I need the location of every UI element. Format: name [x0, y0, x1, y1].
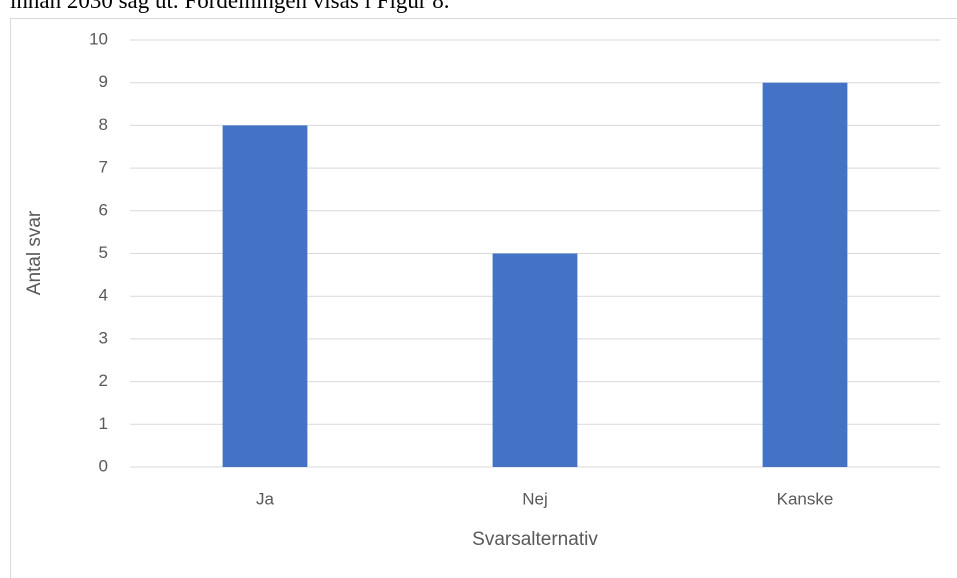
y-tick-label: 2	[99, 371, 108, 390]
y-tick-label: 1	[99, 414, 108, 433]
y-tick-label: 10	[89, 29, 108, 48]
bar	[492, 253, 578, 467]
y-tick-label: 0	[99, 456, 108, 475]
y-tick-label: 5	[99, 243, 108, 262]
y-tick-label: 6	[99, 200, 108, 219]
chart-frame	[10, 18, 957, 578]
page-text: innan 2030 såg ut. Fördelningen visas i …	[10, 0, 450, 13]
y-tick-label: 8	[99, 115, 108, 134]
bar	[222, 125, 308, 468]
x-axis-label: Svarsalternativ	[472, 529, 598, 550]
y-tick-label: 9	[99, 72, 108, 91]
bar	[762, 82, 848, 467]
y-tick-label: 3	[99, 328, 108, 347]
x-tick-label: Ja	[256, 489, 275, 508]
y-axis-label: Antal svar	[24, 210, 45, 295]
x-tick-label: Nej	[522, 489, 548, 508]
y-tick-label: 4	[99, 286, 108, 305]
x-tick-label: Kanske	[777, 489, 834, 508]
y-tick-label: 7	[99, 158, 108, 177]
